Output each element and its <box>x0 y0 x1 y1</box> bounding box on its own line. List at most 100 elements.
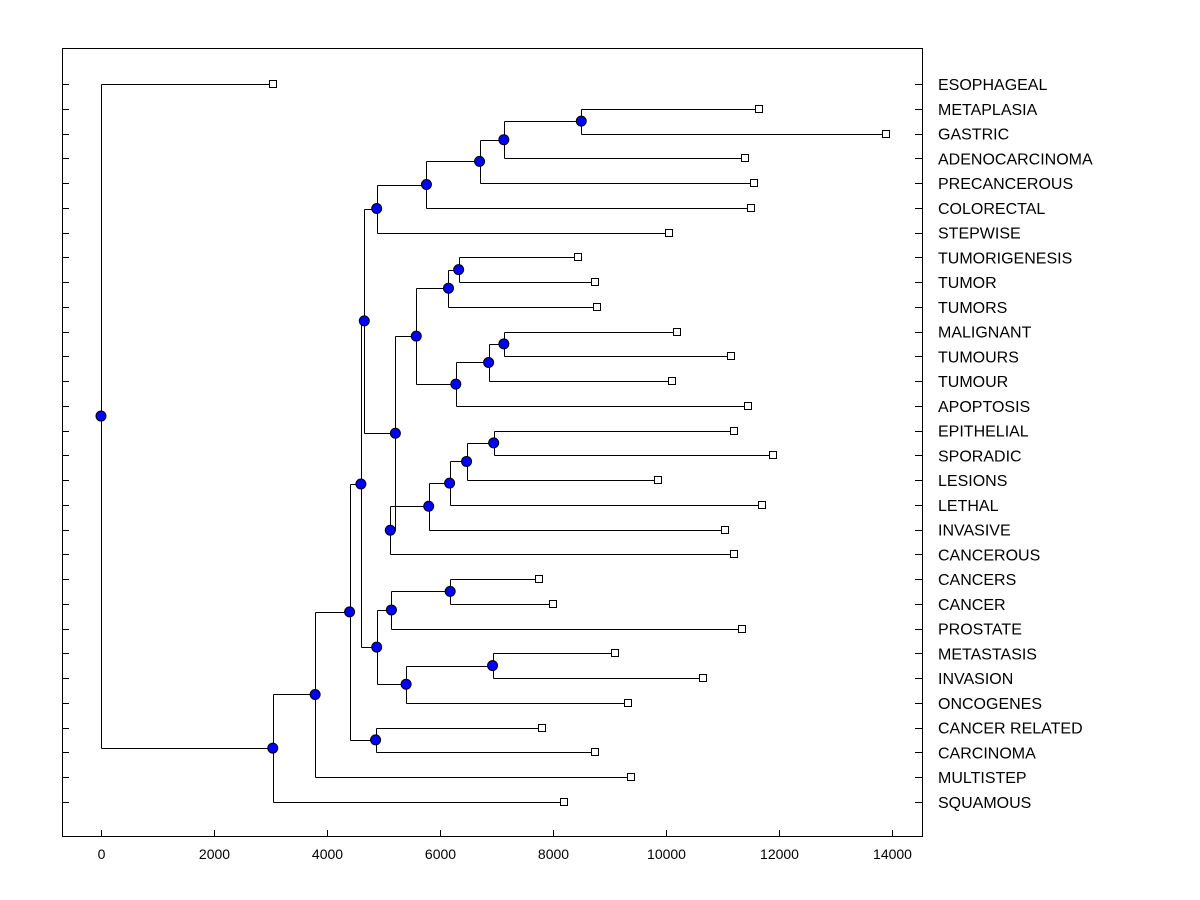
merge-node <box>423 500 435 512</box>
leaf-marker <box>574 253 582 261</box>
leaf-marker <box>591 748 599 756</box>
leaf-marker <box>747 204 755 212</box>
leaf-label: SQUAMOUS <box>938 795 1031 812</box>
leaf-marker <box>591 278 599 286</box>
leaf-label: LETHAL <box>938 498 999 515</box>
merge-node <box>370 734 382 746</box>
leaf-marker <box>593 303 601 311</box>
leaf-marker <box>611 649 619 657</box>
leaf-marker <box>654 476 662 484</box>
merge-node <box>498 134 510 146</box>
merge-node <box>355 478 367 490</box>
leaf-marker <box>673 328 681 336</box>
merge-node <box>420 179 432 191</box>
merge-node <box>358 315 370 327</box>
x-tick-label: 6000 <box>425 846 456 862</box>
merge-node <box>267 742 279 754</box>
merge-node <box>400 678 412 690</box>
leaf-label: PROSTATE <box>938 622 1022 639</box>
leaf-label: ADENOCARCINOMA <box>938 151 1093 168</box>
merge-node <box>371 641 383 653</box>
leaf-label: METASTASIS <box>938 646 1037 663</box>
leaf-marker <box>727 352 735 360</box>
x-tick-label: 10000 <box>647 846 686 862</box>
merge-node <box>442 282 454 294</box>
leaf-marker <box>665 229 673 237</box>
x-axis: 0 2000 4000 6000 8000 10000 12000 14000 <box>98 830 912 862</box>
leaf-label: TUMOUR <box>938 374 1008 391</box>
merge-node <box>444 585 456 597</box>
leaf-label: TUMORIGENESIS <box>938 250 1072 267</box>
leaf-label: INVASIVE <box>938 523 1011 540</box>
leaf-marker <box>882 130 890 138</box>
merge-node <box>453 264 465 276</box>
leaf-label: TUMORS <box>938 300 1007 317</box>
leaf-marker <box>560 798 568 806</box>
leaf-label: MALIGNANT <box>938 325 1032 342</box>
merge-node <box>450 378 462 390</box>
leaf-label: SPORADIC <box>938 448 1022 465</box>
leaf-label: EPITHELIAL <box>938 424 1029 441</box>
x-tick-label: 4000 <box>312 846 343 862</box>
leaf-label: LESIONS <box>938 473 1007 490</box>
leaf-label: TUMOR <box>938 275 997 292</box>
leaf-label: CANCEROUS <box>938 547 1040 564</box>
leaf-marker <box>624 699 632 707</box>
leaf-marker <box>549 600 557 608</box>
merge-node <box>371 203 383 215</box>
leaf-label: METAPLASIA <box>938 102 1038 119</box>
merge-node <box>389 427 401 439</box>
nodes-layer <box>95 115 587 754</box>
leaf-marker <box>668 377 676 385</box>
leaf-label: CANCER <box>938 597 1006 614</box>
leaf-marker <box>755 105 763 113</box>
merge-node <box>385 604 397 616</box>
leaf-marker <box>721 526 729 534</box>
leaf-label: CARCINOMA <box>938 745 1036 762</box>
x-tick-label: 2000 <box>199 846 230 862</box>
leaf-marker <box>730 427 738 435</box>
leaf-marker <box>750 179 758 187</box>
x-tick-label: 14000 <box>873 846 912 862</box>
leaf-marker <box>744 402 752 410</box>
leaf-label: TUMOURS <box>938 349 1019 366</box>
merge-node <box>344 606 356 618</box>
leaf-marker <box>738 625 746 633</box>
plot-frame <box>62 48 923 837</box>
x-tick-label: 8000 <box>538 846 569 862</box>
leaf-marker <box>699 674 707 682</box>
leaf-marker <box>769 451 777 459</box>
merge-node <box>384 524 396 536</box>
leaf-label: CANCER RELATED <box>938 721 1083 738</box>
x-tick-label: 0 <box>98 846 106 862</box>
leaf-marker <box>535 575 543 583</box>
merge-node <box>575 115 587 127</box>
merge-node <box>483 356 495 368</box>
merge-node <box>461 455 473 467</box>
leaf-marker <box>538 724 546 732</box>
x-tick-label: 12000 <box>760 846 799 862</box>
leaf-label: INVASION <box>938 671 1013 688</box>
merge-node <box>498 338 510 350</box>
leaf-label: PRECANCEROUS <box>938 176 1073 193</box>
leaf-marker <box>627 773 635 781</box>
leaf-label: ESOPHAGEAL <box>938 77 1047 94</box>
leaf-label: STEPWISE <box>938 226 1021 243</box>
leaf-label: MULTISTEP <box>938 770 1027 787</box>
leaf-marker <box>269 80 277 88</box>
leaf-marker <box>730 550 738 558</box>
merge-node <box>410 330 422 342</box>
leaf-label: APOPTOSIS <box>938 399 1030 416</box>
merge-node <box>444 477 456 489</box>
merge-node <box>474 155 486 167</box>
leaf-label: COLORECTAL <box>938 201 1045 218</box>
leaf-marker <box>741 154 749 162</box>
y-ticks-layer <box>62 84 922 803</box>
leaf-label: GASTRIC <box>938 127 1009 144</box>
leaf-label: ONCOGENES <box>938 696 1042 713</box>
merge-node <box>487 660 499 672</box>
merge-node <box>95 410 107 422</box>
leaves-layer <box>269 80 890 806</box>
merge-node <box>309 688 321 700</box>
